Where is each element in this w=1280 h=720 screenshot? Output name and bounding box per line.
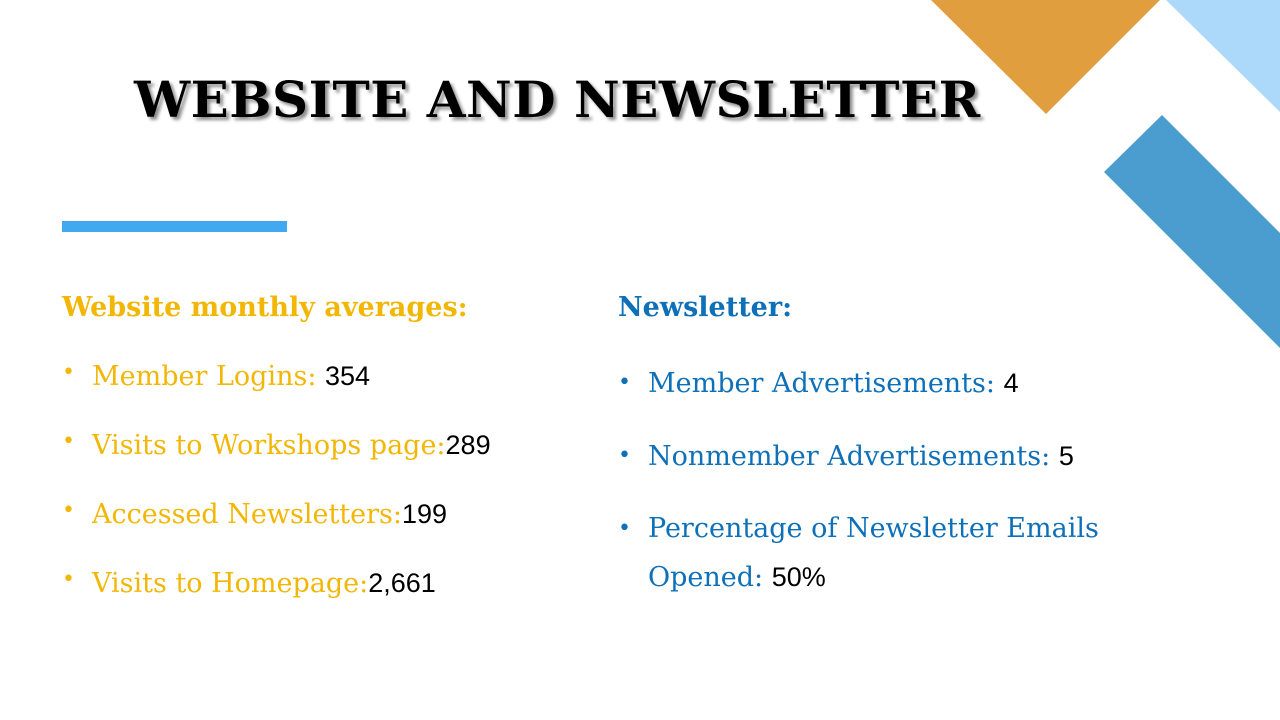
orange-triangle-shape bbox=[931, 0, 1160, 114]
stat-value: 50% bbox=[771, 562, 826, 593]
stat-label: Percentage of Newsletter Emails Opened: bbox=[648, 513, 1099, 594]
list-item-nonmember-ads: • Nonmember Advertisements: 5 bbox=[618, 432, 1178, 481]
newsletter-heading: Newsletter: bbox=[618, 292, 793, 323]
bullet-icon: • bbox=[618, 443, 631, 469]
list-item-homepage-visits: • Visits to Homepage:2,661 bbox=[62, 566, 582, 601]
bullet-icon: • bbox=[62, 498, 75, 524]
stat-label: Member Advertisements: bbox=[648, 368, 1004, 400]
stat-value: 199 bbox=[402, 499, 448, 530]
list-item-member-logins: • Member Logins: 354 bbox=[62, 359, 582, 394]
website-heading: Website monthly averages: bbox=[62, 292, 468, 323]
stat-value: 5 bbox=[1058, 441, 1074, 472]
newsletter-section: Newsletter: • Member Advertisements: 4 •… bbox=[618, 290, 1178, 626]
newsletter-stats-list: • Member Advertisements: 4 • Nonmember A… bbox=[618, 359, 1178, 602]
stat-label: Accessed Newsletters: bbox=[92, 499, 402, 531]
website-stats-list: • Member Logins: 354 • Visits to Worksho… bbox=[62, 359, 582, 601]
bullet-icon: • bbox=[62, 429, 75, 455]
bullet-icon: • bbox=[62, 567, 75, 593]
title-accent-bar bbox=[62, 221, 287, 232]
light-blue-stripe-shape bbox=[1166, 0, 1280, 112]
list-item-workshops-visits: • Visits to Workshops page:289 bbox=[62, 428, 582, 463]
stat-value: 4 bbox=[1003, 368, 1019, 399]
website-section: Website monthly averages: • Member Login… bbox=[62, 290, 582, 635]
bullet-icon: • bbox=[618, 516, 631, 542]
stat-value: 2,661 bbox=[368, 568, 436, 599]
page-title: WEBSITE AND NEWSLETTER bbox=[134, 70, 981, 129]
stat-label: Member Logins: bbox=[92, 361, 326, 393]
list-item-member-ads: • Member Advertisements: 4 bbox=[618, 359, 1178, 408]
stat-value: 289 bbox=[445, 430, 491, 461]
list-item-emails-opened: • Percentage of Newsletter Emails Opened… bbox=[618, 505, 1178, 602]
stat-label: Visits to Homepage: bbox=[92, 568, 369, 600]
stat-label: Visits to Workshops page: bbox=[92, 430, 446, 462]
blue-stripe-shape bbox=[1104, 115, 1280, 348]
stat-value: 354 bbox=[325, 361, 371, 392]
bullet-icon: • bbox=[618, 370, 631, 396]
list-item-accessed-newsletters: • Accessed Newsletters:199 bbox=[62, 497, 582, 532]
bullet-icon: • bbox=[62, 360, 75, 386]
stat-label: Nonmember Advertisements: bbox=[648, 441, 1059, 473]
